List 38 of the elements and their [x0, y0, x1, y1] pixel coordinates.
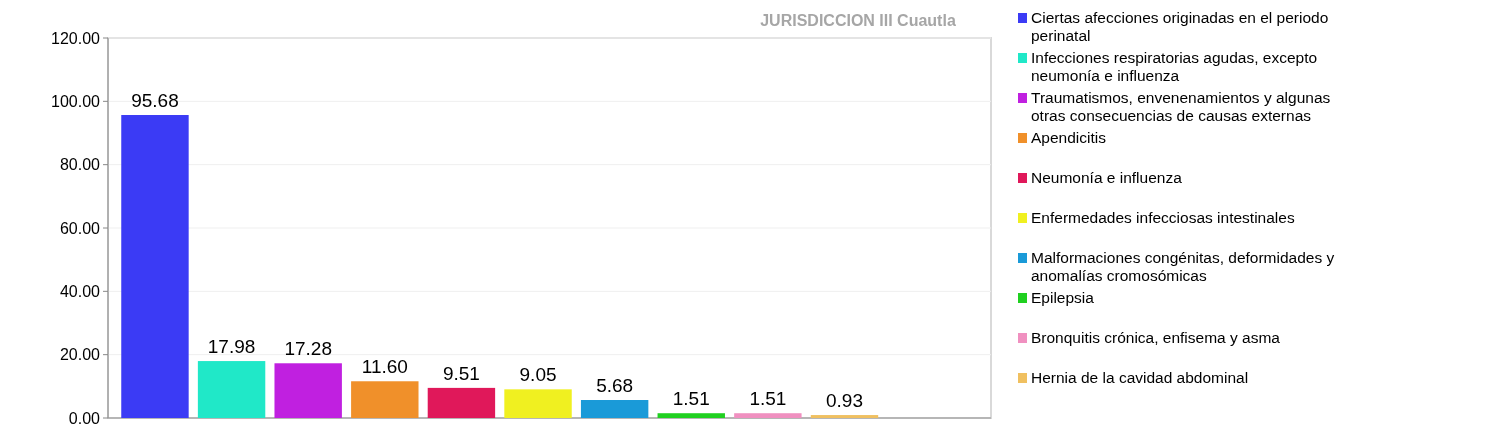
- data-label: 1.51: [672, 388, 710, 410]
- data-label: 0.93: [825, 390, 863, 412]
- legend-label: Traumatismos, envenenamientos y algunas otras consecuencias de causas externas: [1031, 89, 1331, 124]
- bar: [351, 381, 419, 418]
- data-label: 1.51: [749, 388, 787, 410]
- bar: [121, 115, 189, 418]
- legend-label: Malformaciones congénitas, deformidades y anomalías cromosómicas: [1031, 249, 1335, 284]
- bar: [274, 363, 342, 418]
- bar: [810, 415, 879, 418]
- bar: [427, 387, 496, 418]
- data-label: 11.60: [361, 356, 408, 378]
- y-tick-label: 120.00: [51, 29, 101, 47]
- legend-label: Bronquitis crónica, enfisema y asma: [1031, 329, 1281, 346]
- bar: [580, 400, 649, 418]
- legend-label: Ciertas afecciones originadas en el periodo perinatal: [1031, 9, 1329, 44]
- data-label: 9.05: [519, 364, 557, 386]
- chart-title: JURISDICCION III Cuautla: [760, 12, 956, 29]
- data-label: 9.51: [442, 362, 480, 384]
- bar: [197, 361, 266, 418]
- bar: [504, 389, 572, 418]
- y-tick-label: 100.00: [51, 92, 101, 110]
- legend-label: Enfermedades infecciosas intestinales: [1031, 209, 1295, 226]
- data-label: 5.68: [596, 375, 634, 397]
- data-label: 95.68: [131, 90, 179, 112]
- legend-label: Apendicitis: [1031, 129, 1107, 146]
- legend-label: Infecciones respiratorias agudas, excepto neumonía e influenza: [1031, 49, 1318, 84]
- bar: [734, 413, 802, 418]
- y-tick-label: 60.00: [59, 219, 101, 237]
- y-tick-label: 40.00: [59, 282, 101, 300]
- legend-label: Neumonía e influenza: [1031, 169, 1183, 186]
- y-tick-label: 80.00: [59, 156, 101, 174]
- data-label: 17.28: [284, 338, 332, 360]
- bar: [657, 413, 725, 418]
- y-tick-label: 0.00: [68, 409, 101, 427]
- legend-label: Epilepsia: [1031, 289, 1095, 306]
- y-tick-label: 20.00: [59, 346, 101, 364]
- legend-label: Hernia de la cavidad abdominal: [1031, 369, 1249, 386]
- data-label: 17.98: [207, 336, 256, 358]
